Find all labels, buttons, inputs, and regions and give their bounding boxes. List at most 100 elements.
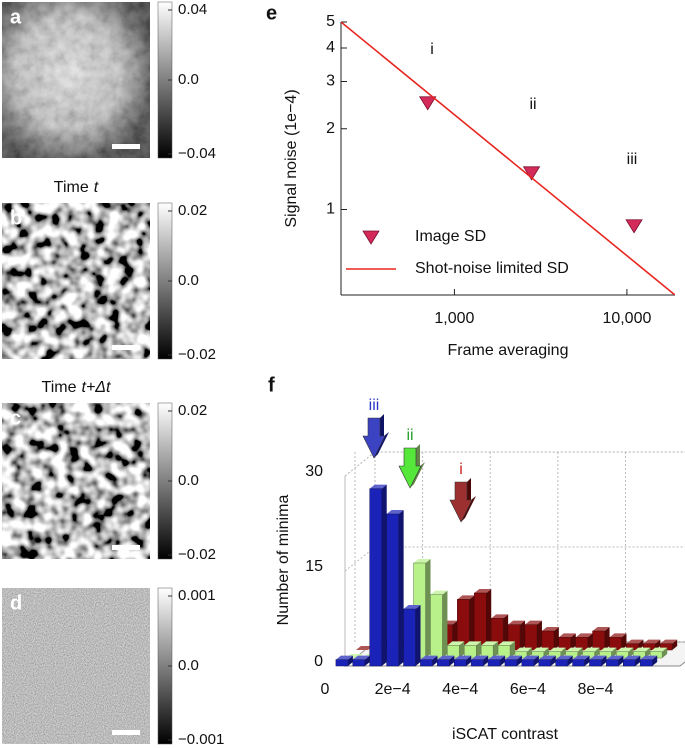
colorbar-label: 0.04 [178,1,207,18]
bar-side [533,655,539,666]
bar [592,630,605,651]
bar-side [476,641,482,658]
bar-side [577,647,583,658]
bar-top [599,647,617,652]
colorbar-label: −0.04 [178,145,216,162]
colorbar-label: −0.02 [178,546,216,563]
bar-side [493,641,499,658]
bar [403,608,416,667]
bar-side [469,595,475,650]
bar-top [352,655,370,660]
bar-top [565,647,583,652]
legend-label: Shot-noise limited SD [415,260,569,277]
x-tick-label: 6e−4 [510,681,546,698]
bar [541,630,555,651]
bar-side [567,655,573,666]
bar-top [572,655,590,660]
bar-top [541,627,559,631]
colorbar-label: 0.001 [178,587,216,604]
bar-top [454,655,472,660]
y-tick-label: 4 [326,39,335,56]
legend-label: Image SD [415,228,486,245]
bar-top [616,647,634,652]
bar-top [633,647,651,652]
bar-side [503,614,509,650]
bar-top [623,655,641,660]
bar [369,488,382,667]
bar [538,659,552,667]
colorbar-label: −0.02 [178,346,216,363]
bar-side [594,647,600,658]
bar-top [626,639,644,644]
bar [504,659,518,667]
panel-f: f 0 15 30 0 2e−4 4e−4 6e−4 8e−4 iSCAT contrast Num… [268,374,685,743]
y-tick-label: 0 [314,653,323,670]
bar [589,659,602,667]
bar-side [466,655,472,666]
bar-side [652,655,658,666]
bar-top [413,559,431,563]
bar-top [558,633,576,638]
bar-side [655,639,661,650]
bar-side [526,647,532,658]
arrow [398,447,422,489]
colorbar-label: 0.0 [178,71,199,88]
bar-top [471,655,489,660]
bar-side [442,590,448,658]
bar-top [457,595,475,600]
annotation: iii [627,151,638,168]
bar-top [355,646,373,650]
bar-side [570,633,576,650]
arrow-label: iii [369,397,380,414]
panel-label: a [10,6,22,28]
colorbar-label: 0.0 [178,472,199,489]
bar [437,659,450,667]
arrow [362,417,386,459]
bar-side [510,641,516,658]
title-text: Time [54,179,89,196]
bar [430,594,443,659]
bar [487,659,501,667]
y-tick-label: 1 [326,201,335,218]
scale-bar [112,730,140,735]
image-title: Time t+Δt [42,379,111,396]
scale-bar [112,144,140,149]
bar [470,659,484,667]
grid-line [344,451,685,477]
bar-top [491,614,509,619]
bar-side [364,655,370,666]
bar-top [481,641,499,646]
bar-side [449,655,455,666]
bar-top [430,590,448,595]
bar-side [645,647,651,658]
bar-side [516,655,522,666]
y-tick-label: 15 [305,558,323,575]
legend-marker [362,230,380,245]
bar-side [398,510,404,666]
title-variable: t+Δt [82,379,112,396]
y-tick-label: 2 [326,120,335,137]
x-tick-label: 0 [321,681,330,698]
panel-e: e 1 2 3 4 5 1,000 10,000 Frame averaging Signal n… [266,2,675,359]
bar-top [504,655,522,660]
bar-top [464,641,482,646]
x-tick-label: 1,000 [434,310,474,327]
bar [572,659,585,667]
bar-top [524,620,542,625]
bar-side [425,559,431,658]
bar-side [672,639,678,650]
bar-side [584,655,590,666]
x-tick-label: 2e−4 [375,681,411,698]
y-tick-label: 30 [305,463,323,480]
y-tick-label: 3 [326,73,335,90]
bar-side [662,647,668,658]
bar-side [415,605,421,666]
annotation: i [430,41,434,58]
bar-side [459,641,465,658]
bar-top [386,510,404,514]
image [2,588,150,744]
noise-line [341,22,675,295]
bar-side [553,627,559,650]
bar-side [543,647,549,658]
